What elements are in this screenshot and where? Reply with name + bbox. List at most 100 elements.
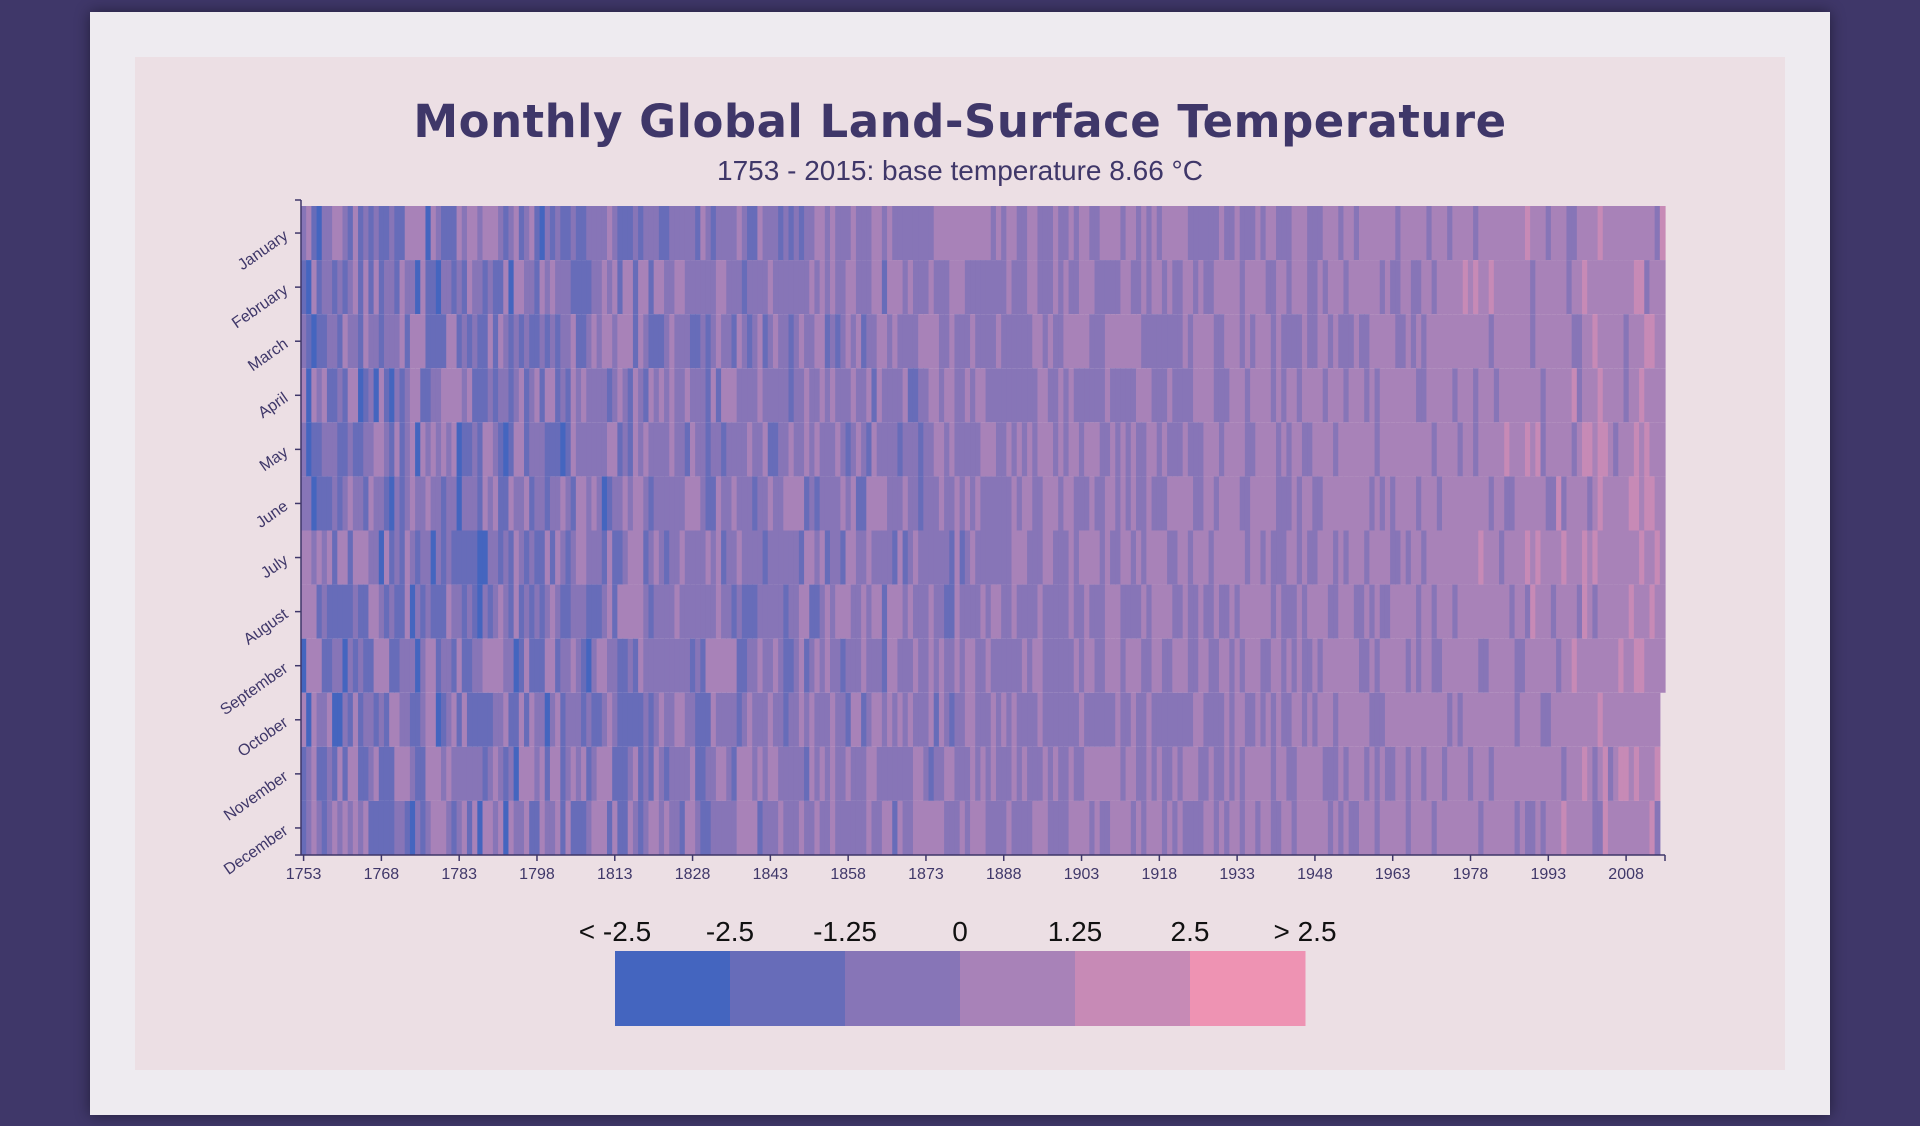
heatmap-cell: [747, 314, 753, 369]
heatmap-cell: [861, 584, 867, 639]
heatmap-cell: [1540, 206, 1547, 261]
heatmap-cell: [876, 746, 883, 801]
heatmap-cell: [1421, 638, 1428, 693]
heatmap-cell: [1602, 746, 1609, 801]
heatmap-cell: [1115, 476, 1122, 531]
heatmap-cell: [622, 800, 629, 855]
heatmap-cell: [1291, 476, 1298, 531]
heatmap-cell: [409, 260, 416, 315]
heatmap-cell: [1317, 584, 1324, 639]
heatmap-cell: [492, 368, 499, 423]
heatmap-cell: [518, 746, 525, 801]
heatmap-cell: [1136, 206, 1142, 261]
heatmap-cell: [1519, 314, 1526, 369]
heatmap-cell: [679, 746, 686, 801]
heatmap-cell: [487, 530, 494, 585]
heatmap-cell: [1540, 260, 1547, 315]
heatmap-cell: [1571, 746, 1578, 801]
heatmap-cell: [570, 422, 577, 477]
heatmap-cell: [1644, 260, 1651, 315]
heatmap-cell: [1094, 422, 1101, 477]
heatmap-cell: [1317, 422, 1324, 477]
heatmap-cell: [337, 422, 344, 477]
heatmap-cell: [1338, 530, 1345, 585]
heatmap-cell: [1571, 368, 1578, 423]
heatmap-cell: [1094, 530, 1101, 585]
heatmap-cell: [1483, 800, 1490, 855]
heatmap-cell: [1291, 530, 1298, 585]
heatmap-cell: [1286, 422, 1293, 477]
heatmap-cell: [679, 314, 686, 369]
heatmap-cell: [1115, 692, 1122, 747]
heatmap-cell: [892, 584, 899, 639]
heatmap-cell: [1099, 206, 1106, 261]
heatmap-cell: [715, 530, 722, 585]
heatmap-cell: [855, 260, 862, 315]
heatmap-cell: [1556, 476, 1562, 531]
heatmap-cell: [710, 422, 717, 477]
heatmap-cell: [809, 692, 816, 747]
heatmap-cell: [1167, 260, 1173, 315]
heatmap-cell: [1649, 584, 1656, 639]
heatmap-cell: [1244, 638, 1251, 693]
heatmap-cell: [985, 206, 992, 261]
heatmap-cell: [1452, 800, 1459, 855]
heatmap-cell: [492, 260, 499, 315]
heatmap-cell: [498, 530, 504, 585]
heatmap-cell: [1597, 584, 1604, 639]
heatmap-cell: [1136, 746, 1142, 801]
heatmap-cell: [866, 584, 873, 639]
heatmap-cell: [1384, 476, 1391, 531]
heatmap-cell: [1120, 584, 1127, 639]
heatmap-cell: [726, 692, 733, 747]
heatmap-cell: [809, 368, 816, 423]
heatmap-cell: [420, 746, 427, 801]
heatmap-cell: [1078, 476, 1085, 531]
heatmap-cell: [508, 746, 515, 801]
heatmap-cell: [1068, 530, 1075, 585]
heatmap-cell: [1291, 692, 1298, 747]
heatmap-cell: [1369, 584, 1376, 639]
heatmap-cell: [1301, 638, 1308, 693]
heatmap-cell: [539, 368, 546, 423]
heatmap-cell: [1182, 260, 1189, 315]
heatmap-cell: [524, 530, 530, 585]
heatmap-cell: [1540, 368, 1547, 423]
heatmap-cell: [736, 746, 743, 801]
heatmap-cell: [1416, 800, 1422, 855]
heatmap-cell: [679, 692, 686, 747]
heatmap-cell: [1110, 530, 1116, 585]
heatmap-cell: [653, 260, 660, 315]
heatmap-cell: [1203, 314, 1210, 369]
heatmap-cell: [1244, 260, 1251, 315]
heatmap-cell: [990, 314, 997, 369]
heatmap-cell: [793, 746, 800, 801]
heatmap-cell: [1099, 260, 1106, 315]
heatmap-cell: [664, 800, 670, 855]
heatmap-cell: [705, 206, 712, 261]
heatmap-cell: [627, 530, 634, 585]
heatmap-cell: [912, 422, 919, 477]
heatmap-cell: [658, 260, 665, 315]
heatmap-cell: [1416, 692, 1422, 747]
heatmap-cell: [793, 422, 800, 477]
heatmap-cell: [1125, 530, 1132, 585]
heatmap-cell: [1027, 476, 1033, 531]
heatmap-cell: [835, 260, 841, 315]
heatmap-cell: [1416, 476, 1422, 531]
heatmap-cell: [1587, 530, 1593, 585]
heatmap-cell: [861, 422, 867, 477]
heatmap-cell: [1250, 530, 1256, 585]
heatmap-cell: [938, 206, 945, 261]
heatmap-cell: [1141, 746, 1147, 801]
heatmap-cell: [1421, 530, 1428, 585]
heatmap-cell: [757, 746, 764, 801]
heatmap-cell: [492, 422, 499, 477]
heatmap-cell: [581, 422, 587, 477]
heatmap-cell: [311, 746, 318, 801]
heatmap-cell: [1343, 206, 1350, 261]
heatmap-cell: [1499, 476, 1505, 531]
heatmap-cell: [1545, 476, 1552, 531]
heatmap-cell: [1582, 800, 1588, 855]
heatmap-cell: [1359, 530, 1365, 585]
